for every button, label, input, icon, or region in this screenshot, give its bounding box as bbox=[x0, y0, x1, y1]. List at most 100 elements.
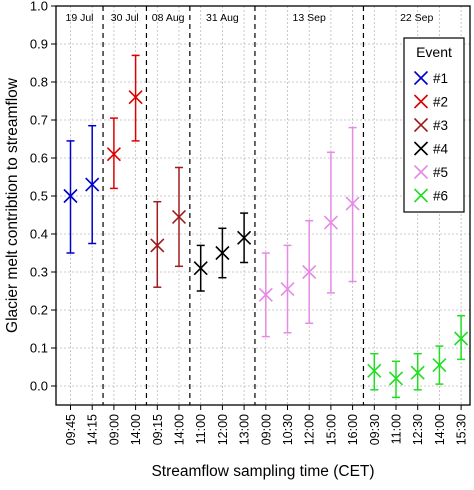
data-point-stroke bbox=[63, 188, 78, 204]
x-tick-label: 09:00 bbox=[259, 414, 273, 445]
data-point bbox=[432, 358, 447, 373]
legend-label: #4 bbox=[433, 142, 449, 157]
x-tick-label: 13:00 bbox=[238, 414, 252, 445]
data-point bbox=[410, 365, 425, 380]
data-point-stroke bbox=[193, 261, 208, 276]
data-point-stroke bbox=[237, 230, 252, 245]
data-point-stroke bbox=[432, 358, 447, 373]
data-point bbox=[388, 371, 404, 386]
x-tick-label: 09:45 bbox=[64, 414, 78, 445]
legend-item: #4 bbox=[413, 141, 449, 157]
legend-items: #1 #2 #3 #4 #5 #6 bbox=[413, 70, 449, 204]
legend-label: #1 bbox=[433, 71, 448, 86]
data-point-stroke bbox=[388, 371, 404, 386]
y-axis-title: Glacier melt contribtion to streamflow bbox=[4, 77, 21, 333]
x-tick-label: 14:00 bbox=[129, 414, 143, 445]
legend-marker bbox=[413, 164, 429, 180]
legend-title: Event bbox=[416, 44, 452, 60]
x-tick-label: 11:00 bbox=[194, 414, 208, 444]
data-point bbox=[258, 287, 273, 302]
legend-box bbox=[403, 37, 465, 213]
data-point-stroke bbox=[106, 147, 121, 162]
legend-item: #2 bbox=[413, 94, 448, 110]
data-point bbox=[454, 331, 469, 346]
data-points bbox=[63, 90, 469, 386]
data-point bbox=[171, 209, 187, 224]
legend-marker bbox=[413, 141, 429, 156]
x-tick-label: 12:00 bbox=[216, 414, 230, 445]
x-tick-label: 15:30 bbox=[455, 414, 469, 445]
plot-frame bbox=[55, 5, 471, 406]
y-tick-label: 0.2 bbox=[30, 303, 48, 318]
x-tick-label: 12:30 bbox=[411, 414, 425, 445]
legend-label: #5 bbox=[433, 165, 448, 180]
x-tick-label: 14:00 bbox=[173, 414, 187, 445]
data-point-stroke bbox=[367, 363, 382, 378]
data-point-stroke bbox=[410, 365, 425, 380]
data-point bbox=[193, 261, 208, 276]
legend: Event #1 #2 #3 #4 #5 #6 bbox=[403, 37, 465, 213]
data-point-stroke bbox=[454, 331, 469, 346]
data-point bbox=[345, 196, 360, 211]
y-tick-label: 0.7 bbox=[30, 113, 48, 128]
legend-label: #3 bbox=[433, 118, 448, 133]
x-tick-label: 16:00 bbox=[346, 414, 360, 445]
data-point-stroke bbox=[280, 282, 295, 297]
data-point-stroke bbox=[215, 245, 230, 261]
date-label: 22 Sep bbox=[400, 12, 433, 24]
date-label: 30 Jul bbox=[111, 12, 139, 24]
y-tick-label: 1.0 bbox=[30, 0, 48, 14]
data-point-stroke bbox=[85, 177, 100, 192]
data-point bbox=[280, 282, 295, 297]
legend-item: #6 bbox=[413, 188, 448, 204]
data-point-stroke bbox=[323, 215, 338, 230]
x-tick-label: 09:00 bbox=[107, 414, 121, 445]
event-separators bbox=[102, 6, 365, 405]
data-point bbox=[106, 147, 121, 162]
x-tick-label: 12:00 bbox=[303, 414, 317, 445]
data-point-stroke bbox=[302, 264, 317, 280]
y-tick-label: 0.0 bbox=[30, 379, 48, 394]
data-point bbox=[85, 177, 100, 192]
date-labels: 19 Jul 30 Jul 08 Aug 31 Aug 13 Sep 22 Sep bbox=[66, 12, 434, 24]
legend-label: #6 bbox=[433, 189, 448, 204]
y-axis-ticks: 0.0 0.1 0.2 0.3 0.4 0.5 0.6 0.7 0.8 0.9 1.0 bbox=[30, 0, 56, 394]
data-point bbox=[302, 264, 317, 280]
data-point bbox=[215, 245, 230, 261]
legend-item: #5 bbox=[413, 164, 448, 180]
data-point-stroke bbox=[345, 196, 360, 211]
data-point bbox=[128, 90, 143, 105]
data-point bbox=[150, 238, 165, 253]
legend-marker bbox=[413, 70, 429, 86]
x-tick-label: 11:00 bbox=[390, 414, 404, 444]
data-point bbox=[367, 363, 382, 378]
y-tick-label: 0.5 bbox=[30, 189, 48, 204]
date-label: 31 Aug bbox=[206, 12, 239, 24]
data-point-stroke bbox=[150, 238, 165, 253]
date-label: 08 Aug bbox=[152, 12, 185, 24]
x-tick-label: 09:30 bbox=[368, 414, 382, 445]
x-axis-title: Streamflow sampling time (CET) bbox=[151, 463, 374, 480]
date-label: 13 Sep bbox=[293, 12, 326, 24]
y-tick-label: 0.3 bbox=[30, 265, 48, 280]
data-point-stroke bbox=[171, 209, 187, 224]
data-point-stroke bbox=[128, 90, 143, 105]
date-label: 19 Jul bbox=[66, 12, 94, 24]
data-point-stroke bbox=[258, 287, 273, 302]
x-tick-label: 09:15 bbox=[151, 414, 165, 445]
legend-marker bbox=[413, 188, 429, 203]
data-point bbox=[63, 188, 78, 204]
y-tick-label: 0.8 bbox=[30, 75, 48, 90]
data-point bbox=[237, 230, 252, 245]
y-tick-label: 0.6 bbox=[30, 151, 48, 166]
data-point bbox=[323, 215, 338, 230]
legend-marker bbox=[413, 117, 429, 133]
legend-item: #3 bbox=[413, 117, 448, 133]
legend-marker bbox=[413, 94, 429, 109]
x-tick-label: 10:30 bbox=[281, 414, 295, 445]
y-tick-label: 0.9 bbox=[30, 37, 48, 52]
x-axis-ticks: 09:45 14:15 09:00 14:00 09:15 14:00 11:00 12:00… bbox=[64, 405, 469, 445]
x-tick-label: 14:00 bbox=[433, 414, 447, 445]
